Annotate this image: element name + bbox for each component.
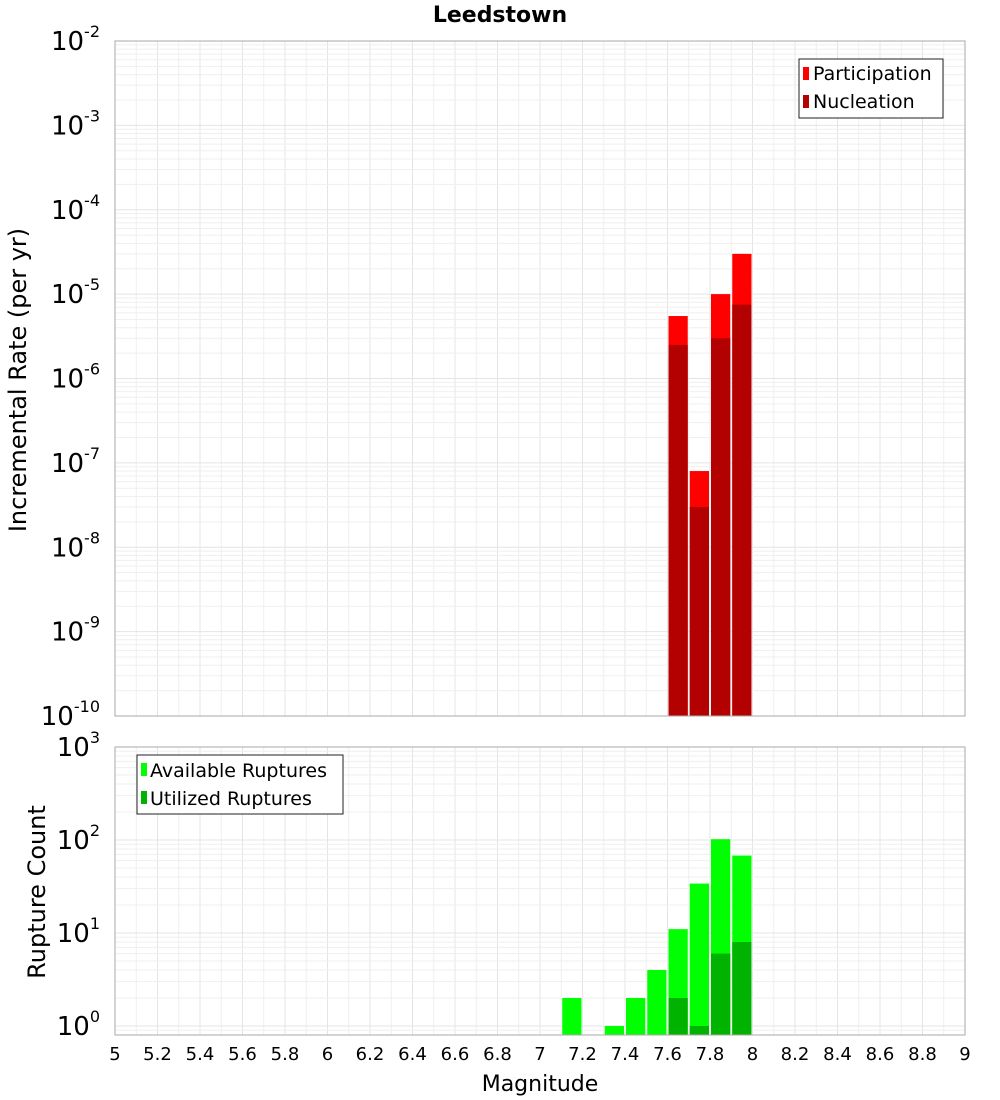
bar-available-ruptures [626,997,646,1035]
count-plot-border [114,746,966,1036]
x-tick-label: 7.8 [696,1044,725,1065]
bar-available-ruptures [647,969,667,1035]
y-tick-label: 10-4 [51,191,100,226]
x-tick-label: 8.2 [781,1044,810,1065]
x-tick-label: 5.6 [228,1044,257,1065]
bar-utilized-ruptures [711,953,731,1035]
rate-y-axis-label: Incremental Rate (per yr) [4,228,32,532]
count-bars [562,839,752,1035]
x-tick-label: 5 [109,1044,120,1065]
x-tick-label: 6.2 [356,1044,385,1065]
y-tick-label: 10-6 [51,360,100,395]
legend-swatch-nucleation [803,95,809,108]
y-tick-label: 10-5 [51,275,100,310]
rate-panel: 10-10 10-9 10-8 10-7 10-6 10-5 10-4 10-3 10-2 In… [4,22,966,732]
count-panel: 100 101 102 103 5 5.2 5.4 5.6 5.8 6 6.2 6.4 6.6 6.8 7… [23,728,971,1097]
rate-legend-box [798,58,944,119]
x-tick-label: 7.4 [611,1044,640,1065]
legend-label-available: Available Ruptures [150,760,327,782]
count-y-ticks: 100 101 102 103 [57,728,100,1042]
magnitude-x-ticks: 5 5.2 5.4 5.6 5.8 6 6.2 6.4 6.6 6.8 7 7.2 7.4 7.6 7.8 8… [109,1044,970,1065]
bar-nucleation [711,338,731,716]
x-tick-label: 7.2 [568,1044,597,1065]
rate-y-ticks: 10-10 10-9 10-8 10-7 10-6 10-5 10-4 10-3 10-2 [41,22,100,732]
y-tick-label: 10-7 [51,444,100,479]
bar-utilized-ruptures [732,942,752,1035]
x-tick-label: 8.8 [908,1044,937,1065]
x-tick-label: 5.2 [143,1044,172,1065]
x-tick-label: 8.4 [823,1044,852,1065]
x-tick-label: 5.4 [186,1044,215,1065]
bar-available-ruptures [689,883,709,1035]
y-tick-label: 10-3 [51,106,100,141]
chart-title: Leedstown [433,3,567,28]
y-tick-label: 101 [57,914,100,949]
x-axis-label: Magnitude [482,1072,599,1097]
y-tick-label: 100 [57,1007,100,1042]
bar-utilized-ruptures [689,1025,709,1035]
y-tick-label: 102 [57,821,100,856]
x-tick-label: 6 [322,1044,333,1065]
rate-bars [668,253,752,716]
rate-plot-border [114,40,966,717]
y-tick-label: 103 [57,728,100,763]
x-tick-label: 6.4 [398,1044,427,1065]
count-y-axis-label: Rupture Count [23,805,51,979]
bar-nucleation [689,506,709,716]
x-tick-label: 6.6 [441,1044,470,1065]
bar-utilized-ruptures [668,997,688,1035]
legend-label-nucleation: Nucleation [813,91,915,113]
legend-swatch-available [141,763,147,776]
legend-label-utilized: Utilized Ruptures [150,788,312,810]
rate-grid [114,40,966,717]
x-tick-label: 9 [959,1044,970,1065]
bar-available-ruptures [604,1025,624,1035]
x-tick-label: 7.6 [653,1044,682,1065]
x-tick-label: 5.8 [271,1044,300,1065]
legend-label-participation: Participation [813,63,932,85]
x-tick-label: 6.8 [483,1044,512,1065]
count-legend: Available Ruptures Utilized Ruptures [136,754,344,815]
bar-available-ruptures [562,997,582,1035]
x-tick-label: 8 [747,1044,758,1065]
legend-swatch-utilized [141,791,147,804]
y-tick-label: 10-10 [41,697,100,732]
y-tick-label: 10-2 [51,22,100,57]
x-tick-label: 8.6 [866,1044,895,1065]
legend-swatch-participation [803,67,809,80]
bar-nucleation [668,344,688,716]
x-tick-label: 7 [534,1044,545,1065]
rate-legend: Participation Nucleation [798,58,944,119]
y-tick-label: 10-9 [51,613,100,648]
count-legend-box [136,754,344,815]
bar-nucleation [732,304,752,716]
y-tick-label: 10-8 [51,528,100,563]
